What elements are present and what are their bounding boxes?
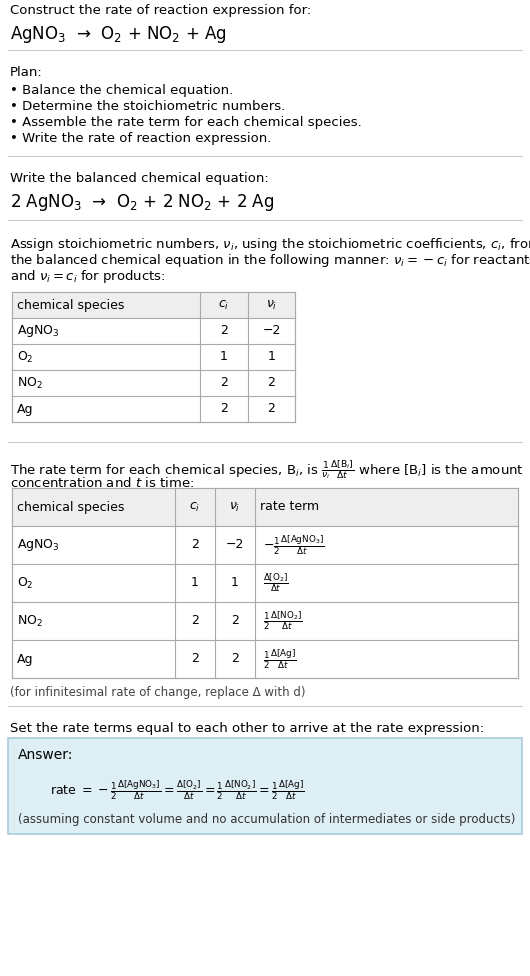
- Text: Set the rate terms equal to each other to arrive at the rate expression:: Set the rate terms equal to each other t…: [10, 722, 484, 735]
- Text: 2 AgNO$_3$  →  O$_2$ + 2 NO$_2$ + 2 Ag: 2 AgNO$_3$ → O$_2$ + 2 NO$_2$ + 2 Ag: [10, 192, 275, 213]
- Text: Answer:: Answer:: [18, 748, 73, 762]
- Text: 2: 2: [231, 615, 239, 628]
- Text: (for infinitesimal rate of change, replace Δ with d): (for infinitesimal rate of change, repla…: [10, 686, 305, 699]
- Text: 2: 2: [191, 653, 199, 666]
- Text: 1: 1: [231, 577, 239, 590]
- Text: • Balance the chemical equation.: • Balance the chemical equation.: [10, 84, 233, 97]
- Text: concentration and $t$ is time:: concentration and $t$ is time:: [10, 476, 194, 490]
- Text: −2: −2: [262, 324, 281, 338]
- Text: $\nu_i$: $\nu_i$: [266, 299, 277, 311]
- Text: 2: 2: [191, 539, 199, 551]
- Text: and $\nu_i = c_i$ for products:: and $\nu_i = c_i$ for products:: [10, 268, 165, 285]
- Text: (assuming constant volume and no accumulation of intermediates or side products): (assuming constant volume and no accumul…: [18, 814, 515, 827]
- Text: $c_i$: $c_i$: [189, 501, 201, 513]
- Text: 2: 2: [220, 324, 228, 338]
- Text: Write the balanced chemical equation:: Write the balanced chemical equation:: [10, 172, 269, 185]
- Text: $\nu_i$: $\nu_i$: [229, 501, 241, 513]
- Text: O$_2$: O$_2$: [17, 349, 33, 365]
- Text: $c_i$: $c_i$: [218, 299, 229, 311]
- Text: The rate term for each chemical species, B$_i$, is $\frac{1}{\nu_i}\frac{\Delta[: The rate term for each chemical species,…: [10, 458, 524, 481]
- Text: 1: 1: [191, 577, 199, 590]
- Text: chemical species: chemical species: [17, 501, 125, 513]
- Text: AgNO$_3$  →  O$_2$ + NO$_2$ + Ag: AgNO$_3$ → O$_2$ + NO$_2$ + Ag: [10, 24, 227, 45]
- Text: Ag: Ag: [17, 653, 33, 666]
- Text: NO$_2$: NO$_2$: [17, 614, 43, 629]
- Text: rate $= -\frac{1}{2}\frac{\Delta[\mathrm{AgNO_3}]}{\Delta t} = \frac{\Delta[\mat: rate $= -\frac{1}{2}\frac{\Delta[\mathrm…: [50, 778, 305, 801]
- Text: $\frac{1}{2}\frac{\Delta[\mathrm{NO_2}]}{\Delta t}$: $\frac{1}{2}\frac{\Delta[\mathrm{NO_2}]}…: [263, 610, 303, 632]
- Text: • Write the rate of reaction expression.: • Write the rate of reaction expression.: [10, 132, 271, 145]
- Bar: [12, 292, 295, 422]
- Text: 2: 2: [220, 377, 228, 389]
- Text: 1: 1: [268, 350, 276, 363]
- Text: • Determine the stoichiometric numbers.: • Determine the stoichiometric numbers.: [10, 100, 285, 113]
- Bar: [12, 488, 518, 678]
- Text: −2: −2: [226, 539, 244, 551]
- Text: AgNO$_3$: AgNO$_3$: [17, 537, 60, 553]
- Text: $\frac{\Delta[\mathrm{O_2}]}{\Delta t}$: $\frac{\Delta[\mathrm{O_2}]}{\Delta t}$: [263, 572, 289, 594]
- Text: NO$_2$: NO$_2$: [17, 376, 43, 390]
- Text: • Assemble the rate term for each chemical species.: • Assemble the rate term for each chemic…: [10, 116, 362, 129]
- Text: chemical species: chemical species: [17, 299, 125, 311]
- Bar: [12, 488, 518, 526]
- Text: 2: 2: [191, 615, 199, 628]
- Text: AgNO$_3$: AgNO$_3$: [17, 323, 60, 339]
- Text: $-\frac{1}{2}\frac{\Delta[\mathrm{AgNO_3}]}{\Delta t}$: $-\frac{1}{2}\frac{\Delta[\mathrm{AgNO_3…: [263, 533, 324, 556]
- Text: 1: 1: [220, 350, 228, 363]
- Text: 2: 2: [220, 402, 228, 416]
- Text: Assign stoichiometric numbers, $\nu_i$, using the stoichiometric coefficients, $: Assign stoichiometric numbers, $\nu_i$, …: [10, 236, 530, 253]
- Text: 2: 2: [231, 653, 239, 666]
- Text: O$_2$: O$_2$: [17, 576, 33, 590]
- Text: rate term: rate term: [260, 501, 319, 513]
- FancyBboxPatch shape: [8, 738, 522, 834]
- Text: Plan:: Plan:: [10, 66, 43, 79]
- Bar: [12, 292, 295, 318]
- Text: $\frac{1}{2}\frac{\Delta[\mathrm{Ag}]}{\Delta t}$: $\frac{1}{2}\frac{\Delta[\mathrm{Ag}]}{\…: [263, 647, 296, 671]
- Text: the balanced chemical equation in the following manner: $\nu_i = -c_i$ for react: the balanced chemical equation in the fo…: [10, 252, 530, 269]
- Text: 2: 2: [268, 402, 276, 416]
- Text: 2: 2: [268, 377, 276, 389]
- Text: Ag: Ag: [17, 402, 33, 416]
- Text: Construct the rate of reaction expression for:: Construct the rate of reaction expressio…: [10, 4, 311, 17]
